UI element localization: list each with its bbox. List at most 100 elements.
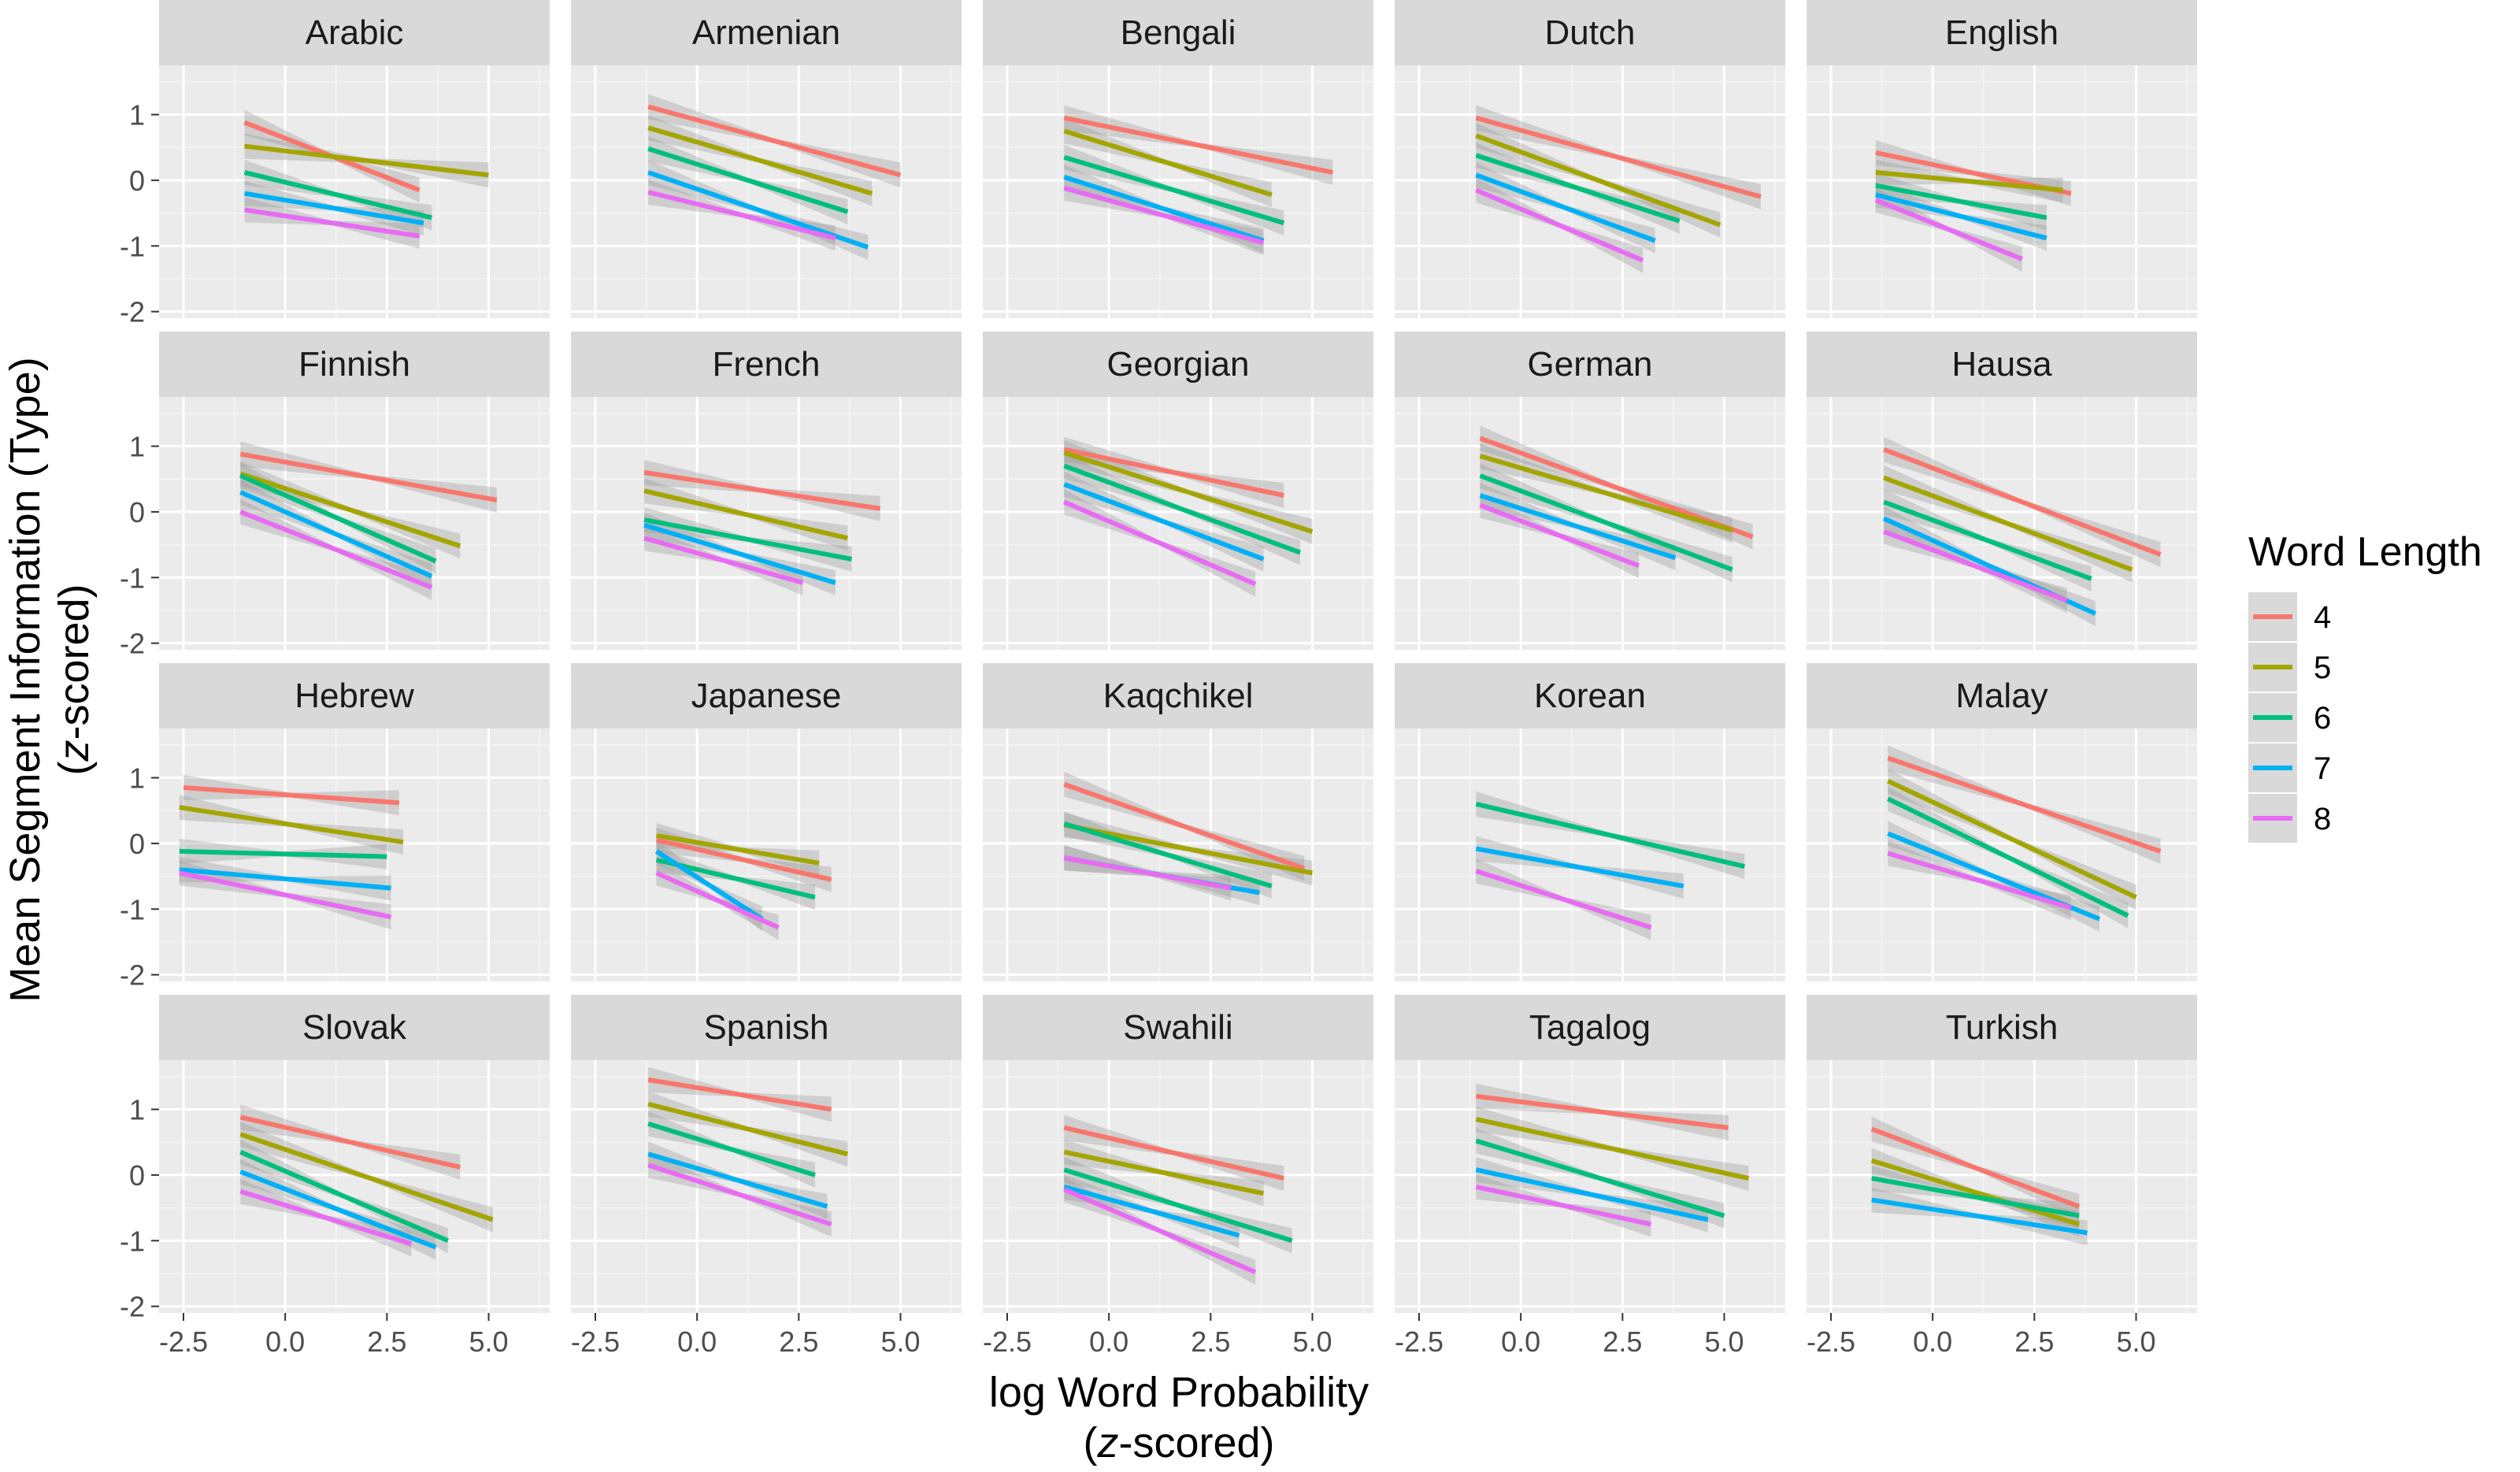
strip-swahili bbox=[983, 995, 1373, 1060]
series-line-french-len5 bbox=[643, 488, 849, 541]
legend-label: 6 bbox=[2314, 701, 2331, 736]
axes-layer: -2 -1 0 1 -2 -1 0 1 -2 -1 0 1 -2 -1 0 1 -2.5 0.0 2.5 5.0 -2.… bbox=[120, 99, 2156, 1358]
x-tick-label: -2.5 bbox=[159, 1326, 208, 1358]
panel-turkish: Turkish bbox=[1807, 995, 2197, 1313]
series-line-slovak-len6 bbox=[239, 1149, 450, 1244]
strip-label-bengali: Bengali bbox=[1121, 13, 1236, 52]
series-line-malay-len5 bbox=[1887, 778, 2137, 899]
y-tick-label: -2 bbox=[120, 296, 145, 328]
panel-georgian: Georgian bbox=[983, 332, 1373, 650]
series-line-dutch-len5 bbox=[1475, 133, 1721, 228]
x-tick-label: 5.0 bbox=[1292, 1326, 1332, 1358]
x-tick-label: 0.0 bbox=[1089, 1326, 1128, 1358]
strip-label-korean: Korean bbox=[1534, 677, 1646, 715]
x-tick-label: -2.5 bbox=[571, 1326, 620, 1358]
strip-label-spanish: Spanish bbox=[703, 1008, 828, 1047]
panel-kaqchikel: Kaqchikel bbox=[983, 663, 1373, 981]
series-line-french-len8 bbox=[643, 536, 804, 585]
series-line-arabic-len8 bbox=[244, 207, 421, 239]
series-line-kaqchikel-len5 bbox=[1063, 822, 1314, 876]
series-line-english-len8 bbox=[1874, 198, 2023, 261]
plot-background bbox=[1395, 729, 1785, 981]
strip-label-kaqchikel: Kaqchikel bbox=[1103, 677, 1254, 715]
series-line-arabic-len7 bbox=[244, 191, 424, 226]
y-tick-label: -2 bbox=[120, 959, 145, 992]
legend-item-4: 4 bbox=[2248, 592, 2331, 641]
strip-bengali bbox=[983, 0, 1373, 65]
legend-item-8: 8 bbox=[2248, 794, 2331, 843]
y-tick-label: 1 bbox=[129, 99, 145, 132]
y-axis-title-line2: (z-scored) bbox=[50, 584, 98, 775]
y-axis-title-line1: Mean Segment Information (Type) bbox=[2, 357, 49, 1002]
panel-korean: Korean bbox=[1395, 663, 1785, 981]
strip-label-german: German bbox=[1528, 345, 1653, 384]
strip-english bbox=[1807, 0, 2197, 65]
series-line-bengali-len7 bbox=[1063, 174, 1265, 243]
panel-japanese: Japanese bbox=[571, 663, 962, 981]
x-tick-label: 2.5 bbox=[779, 1326, 818, 1358]
series-line-japanese-len4 bbox=[655, 837, 832, 882]
series-line-finnish-len8 bbox=[239, 510, 433, 590]
x-tick-label: 5.0 bbox=[880, 1326, 920, 1358]
legend-label: 7 bbox=[2314, 751, 2331, 786]
series-line-arabic-len5 bbox=[244, 143, 489, 178]
series-line-tagalog-len5 bbox=[1475, 1117, 1750, 1181]
series-line-spanish-len5 bbox=[647, 1101, 849, 1157]
strip-dutch bbox=[1395, 0, 1785, 65]
series-line-german-len5 bbox=[1479, 454, 1733, 533]
series-line-hausa-len4 bbox=[1883, 447, 2162, 557]
legend-item-7: 7 bbox=[2248, 743, 2331, 792]
x-tick-label: 2.5 bbox=[1603, 1326, 1642, 1358]
series-line-german-len4 bbox=[1479, 436, 1754, 539]
x-tick-label: 2.5 bbox=[1191, 1326, 1230, 1358]
series-line-swahili-len7 bbox=[1063, 1185, 1240, 1238]
panel-arabic: Arabic bbox=[159, 0, 550, 318]
strip-turkish bbox=[1807, 995, 2197, 1060]
x-axis-title-line2: (z-scored) bbox=[1083, 1419, 1274, 1466]
series-line-hebrew-len6 bbox=[179, 848, 387, 859]
series-line-georgian-len8 bbox=[1063, 499, 1257, 587]
legend-label: 4 bbox=[2314, 600, 2331, 635]
series-line-malay-len6 bbox=[1887, 796, 2129, 918]
series-line-dutch-len6 bbox=[1475, 153, 1681, 224]
series-line-japanese-len5 bbox=[655, 832, 820, 866]
strip-kaqchikel bbox=[983, 663, 1373, 729]
series-line-bengali-len8 bbox=[1063, 186, 1265, 246]
panels-layer: Arabic Armenian Bengali Dutch English Finnish… bbox=[159, 0, 2197, 1313]
series-line-armenian-len8 bbox=[647, 190, 836, 241]
strip-slovak bbox=[159, 995, 550, 1060]
series-line-turkish-len4 bbox=[1870, 1126, 2081, 1209]
series-line-slovak-len5 bbox=[239, 1132, 494, 1222]
y-tick-label: -1 bbox=[120, 230, 145, 262]
panel-english: English bbox=[1807, 0, 2197, 318]
y-tick-label: 0 bbox=[129, 496, 145, 528]
panel-malay: Malay bbox=[1807, 663, 2197, 981]
series-line-slovak-len4 bbox=[239, 1114, 461, 1170]
y-tick-label: 1 bbox=[129, 1094, 145, 1126]
series-line-spanish-len6 bbox=[647, 1122, 816, 1177]
panel-spanish: Spanish bbox=[571, 995, 962, 1313]
series-line-spanish-len7 bbox=[647, 1151, 828, 1209]
series-line-spanish-len4 bbox=[647, 1077, 832, 1112]
strip-spanish bbox=[571, 995, 962, 1060]
panel-swahili: Swahili bbox=[983, 995, 1373, 1313]
strip-label-hebrew: Hebrew bbox=[295, 677, 414, 715]
series-line-hebrew-len7 bbox=[179, 867, 391, 891]
series-line-hebrew-len4 bbox=[183, 785, 400, 806]
strip-label-tagalog: Tagalog bbox=[1529, 1008, 1651, 1047]
series-line-hausa-len8 bbox=[1883, 529, 2068, 603]
series-line-georgian-len5 bbox=[1063, 450, 1314, 534]
strip-label-english: English bbox=[1945, 13, 2059, 52]
y-tick-label: -1 bbox=[120, 893, 145, 925]
plot-background bbox=[1807, 65, 2197, 318]
series-line-hausa-len6 bbox=[1883, 499, 2092, 581]
legend-title: Word Length bbox=[2248, 529, 2482, 575]
strip-label-finnish: Finnish bbox=[298, 345, 410, 384]
strip-hausa bbox=[1807, 332, 2197, 397]
panel-bengali: Bengali bbox=[983, 0, 1373, 318]
x-tick-label: 0.0 bbox=[1913, 1326, 1952, 1358]
series-line-dutch-len8 bbox=[1475, 187, 1644, 263]
series-line-japanese-len8 bbox=[655, 870, 780, 930]
panel-hausa: Hausa bbox=[1807, 332, 2197, 650]
